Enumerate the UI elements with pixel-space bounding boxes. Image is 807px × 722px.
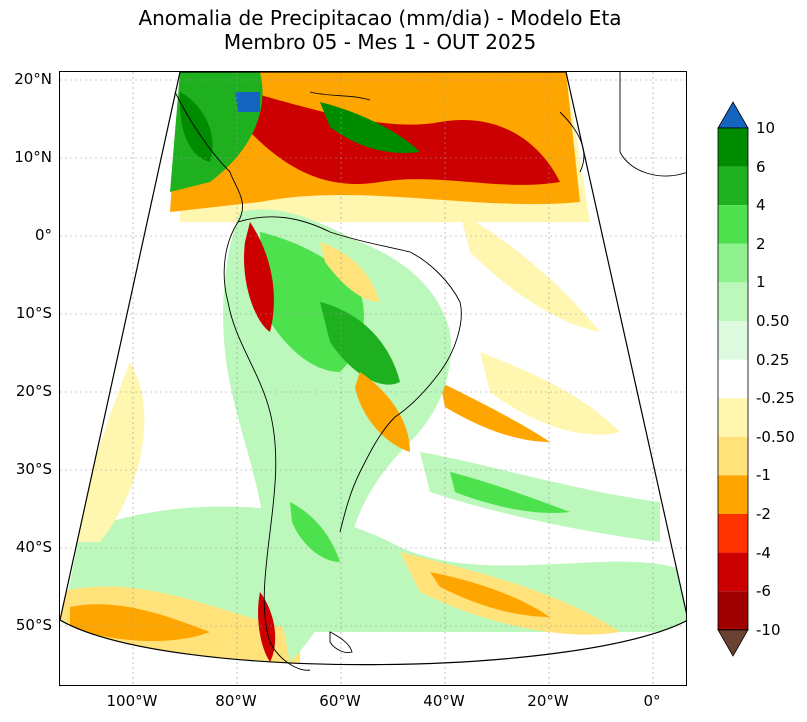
colorbar-segment-m1-m2 <box>718 475 748 514</box>
colorbar-border <box>717 127 749 631</box>
colorbar-segment-0.25-0.5 <box>718 321 748 360</box>
lon-label-100w: 100°W <box>106 692 158 710</box>
colorbar-label-m4: -4 <box>756 543 771 562</box>
chart-title: Anomalia de Precipitacao (mm/dia) - Mode… <box>0 6 760 54</box>
colorbar-label-0.25: 0.25 <box>756 350 790 369</box>
colorbar-segment-2-4 <box>718 205 748 244</box>
colorbar-extend-top <box>717 101 749 129</box>
colorbar <box>717 101 749 657</box>
map-panel <box>59 71 687 686</box>
lat-label-40s: 40°S <box>15 538 52 556</box>
lon-label-20w: 20°W <box>527 692 569 710</box>
title-line-1: Anomalia de Precipitacao (mm/dia) - Mode… <box>138 6 622 30</box>
lat-label-50s: 50°S <box>15 616 52 634</box>
lat-label-20n: 20°N <box>14 70 52 88</box>
colorbar-segment-1-2 <box>718 243 748 283</box>
colorbar-label-2: 2 <box>756 234 766 253</box>
colorbar-segment-6-10 <box>718 128 748 167</box>
colorbar-label-m0.50: -0.50 <box>756 427 795 446</box>
colorbar-segment-m0.5-m1 <box>718 436 748 476</box>
lat-label-30s: 30°S <box>15 460 52 478</box>
colorbar-label-m6: -6 <box>756 582 771 601</box>
colorbar-extend-bottom <box>717 629 749 657</box>
domain-outline <box>60 72 686 666</box>
colorbar-segment-m0.25-m0.5 <box>718 398 748 437</box>
colorbar-label-m10: -10 <box>756 620 781 639</box>
colorbar-label-10: 10 <box>756 119 776 137</box>
colorbar-label-1: 1 <box>756 273 766 292</box>
colorbar-label-4: 4 <box>756 196 766 215</box>
lon-label-0: 0° <box>643 692 661 710</box>
lat-label-10n: 10°N <box>14 148 52 166</box>
anomaly-field <box>60 72 686 665</box>
colorbar-segment-m2-m4 <box>718 514 748 553</box>
colorbar-label-m0.25: -0.25 <box>756 389 795 408</box>
title-line-2: Membro 05 - Mes 1 - OUT 2025 <box>223 30 537 54</box>
colorbar-segment-4-6 <box>718 166 748 206</box>
colorbar-segment-0.5-1 <box>718 282 748 321</box>
coastlines <box>174 72 686 671</box>
colorbar-segment-m6-m10 <box>718 591 748 630</box>
colorbar-label-0.50: 0.50 <box>756 312 790 330</box>
colorbar-label-m1: -1 <box>756 466 771 485</box>
lat-label-0: 0° <box>34 226 52 244</box>
lon-label-80w: 80°W <box>215 692 257 710</box>
lat-label-10s: 10°S <box>15 304 52 322</box>
lon-label-60w: 60°W <box>319 692 361 710</box>
lon-label-40w: 40°W <box>423 692 465 710</box>
colorbar-label-m2: -2 <box>756 505 771 523</box>
colorbar-segment-m4-m6 <box>718 552 748 592</box>
colorbar-label-6: 6 <box>756 157 766 176</box>
colorbar-segment-neutral <box>718 359 748 399</box>
precip-anomaly-map <box>60 72 686 685</box>
lat-label-20s: 20°S <box>15 382 52 400</box>
